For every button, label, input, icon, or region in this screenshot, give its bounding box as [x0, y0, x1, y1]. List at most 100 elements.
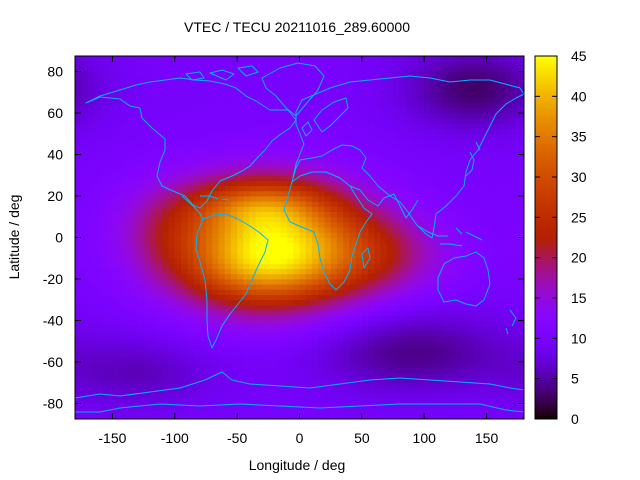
heatmap-cell [442, 258, 450, 264]
heatmap-cell [343, 310, 350, 316]
heatmap-cell [417, 164, 425, 171]
heatmap-cell [143, 315, 151, 321]
heatmap-cell [149, 97, 157, 104]
heatmap-cell [374, 330, 381, 337]
heatmap-cell [93, 403, 101, 410]
heatmap-cell [361, 180, 369, 187]
heatmap-cell [81, 144, 88, 150]
heatmap-cell [187, 310, 194, 316]
heatmap-cell [81, 263, 88, 270]
heatmap-cell [118, 294, 126, 301]
heatmap-cell [511, 403, 519, 410]
heatmap-cell [218, 61, 226, 67]
heatmap-cell [112, 273, 120, 280]
heatmap-cell [124, 107, 132, 114]
heatmap-cell [361, 408, 369, 415]
heatmap-cell [393, 278, 400, 285]
heatmap-cell [499, 382, 506, 389]
heatmap-cell [205, 206, 213, 212]
heatmap-cell [374, 393, 381, 399]
heatmap-cell [368, 107, 375, 114]
heatmap-cell [75, 247, 82, 254]
heatmap-cell [274, 144, 282, 150]
heatmap-cell [187, 393, 194, 399]
heatmap-cell [368, 299, 375, 306]
heatmap-cell [274, 336, 282, 342]
heatmap-cell [187, 113, 194, 119]
heatmap-cell [480, 144, 487, 150]
heatmap-cell [486, 294, 494, 301]
heatmap-cell [212, 263, 219, 270]
heatmap-cell [187, 320, 194, 327]
heatmap-cell [349, 133, 357, 140]
heatmap-cell [455, 299, 463, 306]
heatmap-cell [268, 237, 275, 244]
heatmap-cell [205, 97, 213, 104]
heatmap-cell [380, 320, 388, 327]
heatmap-cell [480, 310, 487, 316]
heatmap-cell [181, 154, 188, 161]
heatmap-cell [480, 232, 487, 238]
heatmap-cell [249, 299, 257, 306]
heatmap-cell [361, 278, 369, 285]
heatmap-cell [268, 304, 275, 311]
heatmap-cell [424, 107, 431, 114]
heatmap-cell [212, 128, 219, 135]
heatmap-cell [517, 325, 525, 332]
heatmap-cell [405, 227, 413, 233]
heatmap-cell [237, 201, 244, 207]
heatmap-cell [486, 393, 494, 399]
heatmap-cell [156, 372, 163, 378]
heatmap-cell [156, 382, 163, 389]
heatmap-cell [318, 336, 325, 342]
heatmap-cell [293, 102, 300, 109]
heatmap-cell [268, 107, 275, 114]
heatmap-cell [505, 325, 512, 332]
heatmap-cell [336, 299, 344, 306]
heatmap-cell [511, 123, 519, 129]
heatmap-cell [442, 123, 450, 129]
heatmap-cell [405, 284, 413, 290]
heatmap-cell [386, 294, 394, 301]
heatmap-cell [417, 71, 425, 78]
heatmap-cell [449, 102, 456, 109]
heatmap-cell [205, 310, 213, 316]
heatmap-cell [262, 367, 269, 373]
heatmap-cell [274, 310, 282, 316]
heatmap-cell [449, 113, 456, 119]
heatmap-cell [106, 237, 113, 244]
heatmap-cell [187, 351, 194, 358]
heatmap-cell [168, 377, 176, 384]
heatmap-cell [181, 367, 188, 373]
heatmap-cell [143, 408, 151, 415]
heatmap-cell [131, 232, 138, 238]
heatmap-cell [380, 372, 388, 378]
heatmap-cell [318, 382, 325, 389]
heatmap-cell [386, 330, 394, 337]
heatmap-cell [355, 325, 363, 332]
heatmap-cell [112, 361, 120, 368]
heatmap-cell [81, 253, 88, 259]
heatmap-cell [430, 346, 438, 352]
heatmap-cell [168, 138, 176, 145]
heatmap-cell [99, 263, 107, 270]
heatmap-cell [181, 268, 188, 275]
heatmap-cell [455, 356, 463, 363]
heatmap-cell [349, 341, 357, 347]
heatmap-cell [305, 216, 313, 223]
heatmap-cell [75, 336, 82, 342]
heatmap-cell [380, 201, 388, 207]
heatmap-cell [224, 128, 232, 135]
heatmap-cell [156, 107, 163, 114]
heatmap-cell [174, 408, 182, 415]
heatmap-cell [330, 372, 338, 378]
heatmap-cell [461, 413, 469, 420]
heatmap-cell [374, 237, 381, 244]
heatmap-cell [505, 185, 512, 192]
heatmap-cell [218, 128, 226, 135]
heatmap-cell [511, 118, 519, 124]
heatmap-cell [424, 180, 431, 187]
heatmap-cell [287, 356, 294, 363]
heatmap-cell [417, 382, 425, 389]
heatmap-cell [118, 361, 126, 368]
